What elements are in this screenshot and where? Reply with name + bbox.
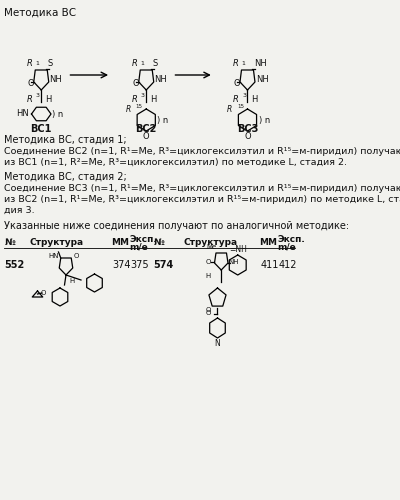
Text: R: R	[233, 95, 238, 104]
Text: S: S	[153, 59, 158, 68]
Text: O: O	[143, 132, 150, 141]
Text: R: R	[233, 59, 238, 68]
Text: HN: HN	[48, 253, 58, 259]
Text: Me: Me	[206, 244, 217, 250]
Text: Эксп.: Эксп.	[129, 235, 157, 244]
Text: NH: NH	[254, 59, 267, 68]
Text: ) n: ) n	[259, 116, 270, 124]
Text: O: O	[133, 80, 139, 88]
Text: ММ: ММ	[259, 238, 277, 247]
Text: Соединение ВС3 (n=1, R¹=Me, R³=циклогексилэтил и R¹⁵=м-пиридил) получают: Соединение ВС3 (n=1, R¹=Me, R³=циклогекс…	[4, 184, 400, 193]
Text: Соединение ВС2 (n=1, R¹=Me, R³=циклогексилэтил и R¹⁵=м-пиридил) получают: Соединение ВС2 (n=1, R¹=Me, R³=циклогекс…	[4, 147, 400, 156]
Text: из ВС1 (n=1, R²=Me, R³=циклогексилэтил) по методике L, стадия 2.: из ВС1 (n=1, R²=Me, R³=циклогексилэтил) …	[4, 158, 348, 167]
Text: 574: 574	[154, 260, 174, 270]
Text: 411: 411	[260, 260, 279, 270]
Text: Указанные ниже соединения получают по аналогичной методике:: Указанные ниже соединения получают по ан…	[4, 221, 350, 231]
Text: H: H	[150, 95, 156, 104]
Text: Методика ВС, стадия 2;: Методика ВС, стадия 2;	[4, 172, 127, 182]
Text: m/e: m/e	[129, 243, 148, 252]
Text: H: H	[251, 95, 258, 104]
Text: дия 3.: дия 3.	[4, 206, 35, 215]
Text: №: №	[4, 238, 15, 247]
Text: R: R	[26, 59, 32, 68]
Text: S: S	[48, 59, 53, 68]
Text: O: O	[206, 310, 212, 316]
Text: R: R	[227, 104, 232, 114]
Text: 15: 15	[136, 104, 143, 110]
Text: H: H	[70, 278, 75, 284]
Text: BC3: BC3	[237, 124, 258, 134]
Text: ) n: ) n	[158, 116, 169, 124]
Text: BC2: BC2	[136, 124, 157, 134]
Text: Структура: Структура	[184, 238, 238, 247]
Text: O: O	[244, 132, 251, 141]
Text: BC1: BC1	[30, 124, 52, 134]
Text: 552: 552	[4, 260, 25, 270]
Text: O: O	[28, 80, 34, 88]
Text: O: O	[234, 80, 241, 88]
Text: 15: 15	[237, 104, 244, 110]
Text: NH: NH	[50, 76, 62, 84]
Text: R: R	[26, 95, 32, 104]
Text: ) n: ) n	[52, 110, 63, 118]
Text: ММ: ММ	[111, 238, 129, 247]
Text: 1: 1	[140, 61, 144, 66]
Text: R: R	[131, 59, 137, 68]
Text: N: N	[215, 339, 220, 348]
Text: NH: NH	[229, 259, 239, 265]
Text: 3: 3	[242, 93, 246, 98]
Text: 3: 3	[36, 93, 40, 98]
Text: O: O	[205, 259, 211, 265]
Text: 3: 3	[141, 93, 145, 98]
Text: Методика ВС: Методика ВС	[4, 8, 77, 18]
Text: R: R	[131, 95, 137, 104]
Text: O: O	[205, 307, 211, 313]
Text: HN: HN	[16, 110, 28, 118]
Text: =NH: =NH	[229, 246, 247, 254]
Text: 375: 375	[130, 260, 149, 270]
Text: R: R	[126, 104, 131, 114]
Text: 412: 412	[279, 260, 298, 270]
Text: NH: NH	[154, 76, 167, 84]
Text: Эксп.: Эксп.	[278, 235, 305, 244]
Text: Методика ВС, стадия 1;: Методика ВС, стадия 1;	[4, 135, 127, 145]
Text: 374: 374	[112, 260, 131, 270]
Text: №: №	[154, 238, 165, 247]
Text: 1: 1	[242, 61, 245, 66]
Text: из ВС2 (n=1, R¹=Me, R³=циклогексилэтил и R¹⁵=м-пиридил) по методике L, ста-: из ВС2 (n=1, R¹=Me, R³=циклогексилэтил и…	[4, 195, 400, 204]
Text: O: O	[74, 253, 79, 259]
Text: 1: 1	[35, 61, 39, 66]
Text: m/e: m/e	[278, 243, 296, 252]
Text: Структура: Структура	[30, 238, 84, 247]
Text: NH: NH	[256, 76, 268, 84]
Text: H: H	[45, 95, 51, 104]
Text: O: O	[41, 290, 46, 296]
Text: H: H	[206, 273, 211, 279]
